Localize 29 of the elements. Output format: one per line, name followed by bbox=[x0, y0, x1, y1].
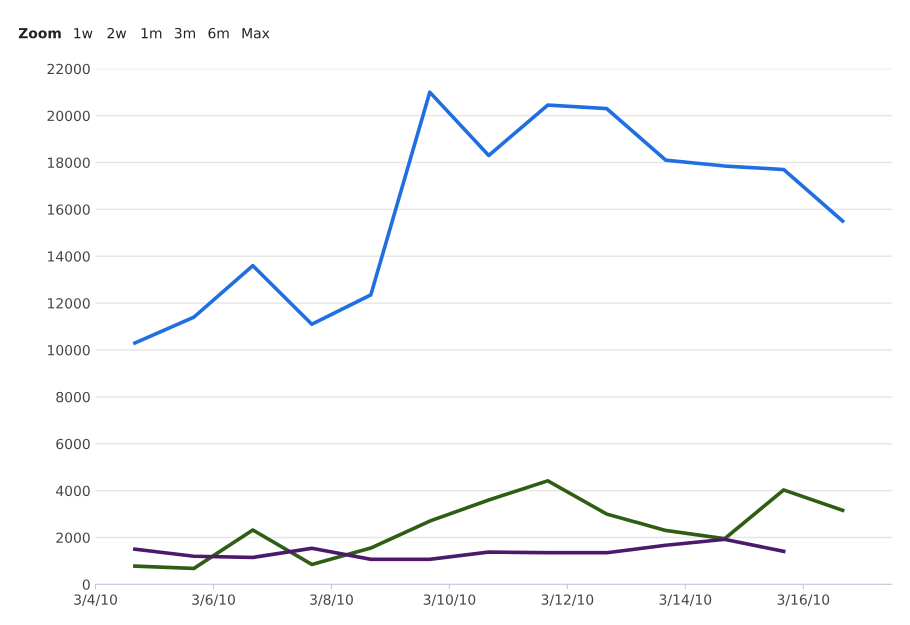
text: Zoom bbox=[18, 28, 61, 38]
y-tick-label: 0 bbox=[82, 579, 90, 590]
x-tick-label: 3/14/10 bbox=[660, 594, 712, 606]
y-tick-label: 6000 bbox=[56, 438, 90, 450]
y-tick-label: 8000 bbox=[56, 392, 90, 402]
y-tick-label: 14000 bbox=[48, 251, 90, 262]
y-tick-label: 4000 bbox=[56, 486, 90, 496]
line-series bbox=[133, 478, 844, 570]
x-tick-label: 3/6/10 bbox=[192, 594, 235, 606]
text: 1w bbox=[74, 28, 92, 38]
x-tick-label: 3/10/10 bbox=[424, 594, 476, 606]
x-tick-label: 3/8/10 bbox=[310, 594, 353, 606]
text: 1m bbox=[142, 28, 162, 38]
text: 3m bbox=[174, 28, 195, 38]
x-tick-label: 3/16/10 bbox=[778, 594, 830, 606]
line-series bbox=[133, 538, 786, 562]
y-tick-label: 16000 bbox=[48, 204, 90, 215]
text: 2w bbox=[107, 28, 126, 38]
y-tick-label: 12000 bbox=[48, 298, 90, 309]
y-tick-label: 22000 bbox=[48, 64, 90, 74]
line-series bbox=[133, 90, 844, 345]
y-tick-label: 10000 bbox=[48, 344, 90, 356]
y-tick-label: 20000 bbox=[48, 110, 90, 122]
text: 6m bbox=[208, 28, 229, 38]
x-tick-label: 3/4/10 bbox=[74, 594, 117, 606]
text: Max bbox=[242, 28, 270, 38]
y-tick-label: 18000 bbox=[48, 157, 90, 168]
x-tick-label: 3/12/10 bbox=[542, 594, 594, 606]
y-tick-label: 2000 bbox=[56, 532, 90, 543]
